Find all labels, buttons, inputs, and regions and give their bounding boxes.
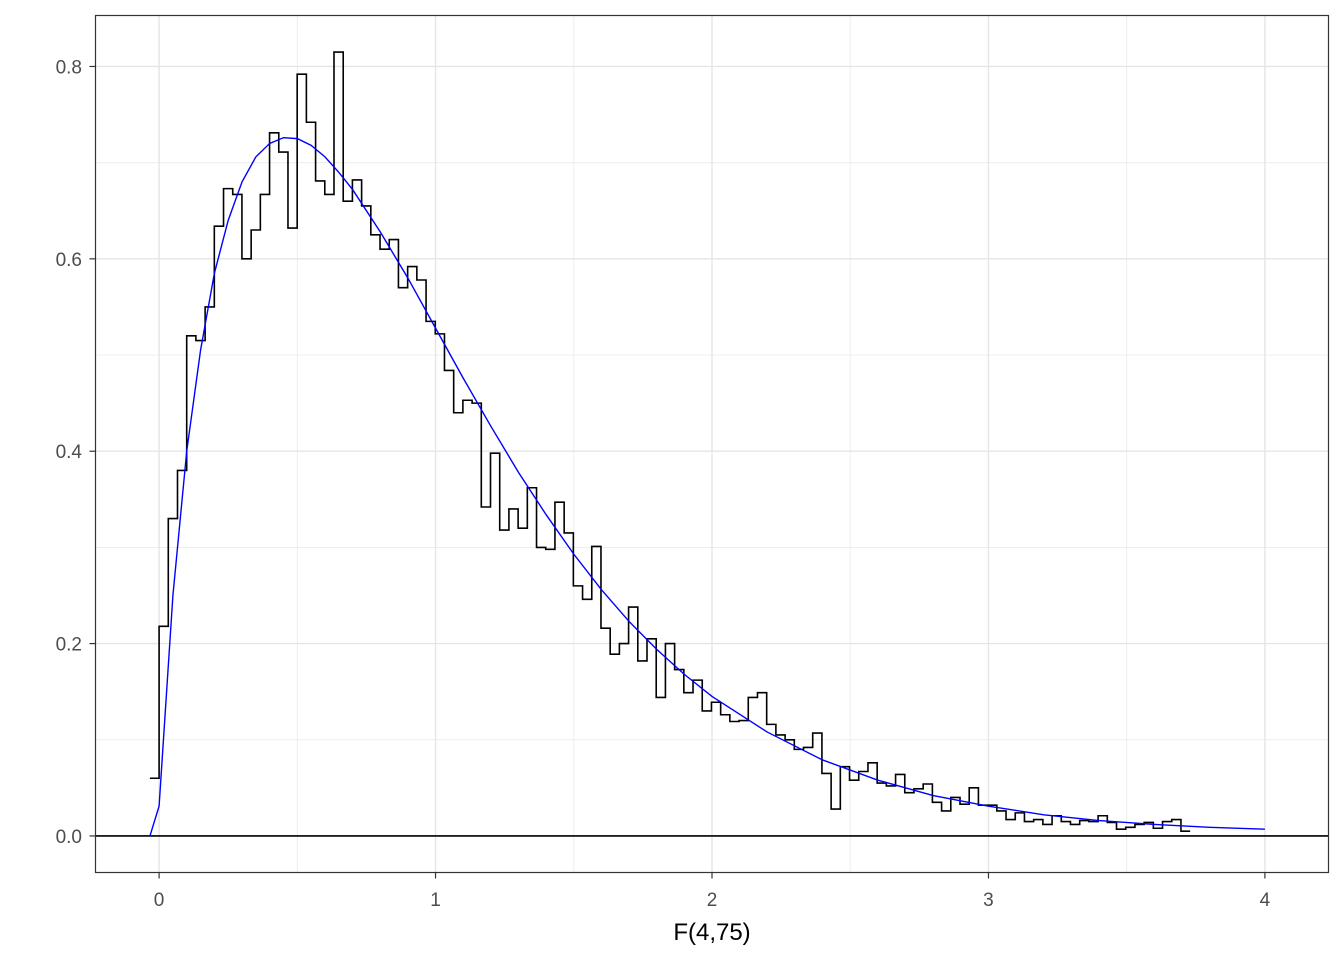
- x-tick-label: 0: [154, 890, 165, 911]
- histogram-step: [149, 51, 1191, 832]
- x-tick-label: 2: [707, 890, 718, 911]
- x-axis: 0 1 2 3 4: [154, 872, 1271, 911]
- x-tick-label: 4: [1260, 890, 1271, 911]
- y-tick-label: 0.2: [56, 635, 82, 656]
- y-tick-label: 0.4: [56, 442, 83, 463]
- y-tick-label: 0.8: [56, 57, 82, 78]
- y-tick-label: 0.6: [56, 250, 82, 271]
- x-tick-label: 3: [983, 890, 994, 911]
- density-curve: [149, 136, 1265, 837]
- x-tick-label: 1: [430, 890, 441, 911]
- x-axis-title: F(4,75): [673, 919, 750, 946]
- y-tick-label: 0.0: [56, 827, 82, 848]
- y-axis: 0.0 0.2 0.4 0.6 0.8: [56, 57, 96, 848]
